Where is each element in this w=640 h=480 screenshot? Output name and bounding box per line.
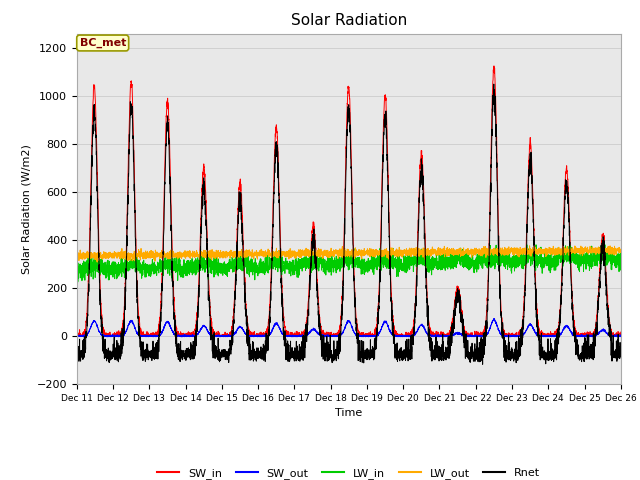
LW_out <box>93 259 101 265</box>
Rnet <box>479 361 486 367</box>
Line: SW_in: SW_in <box>77 66 621 336</box>
SW_out <box>617 332 625 337</box>
SW_in <box>328 332 336 338</box>
SW_in <box>171 308 179 313</box>
SW_out <box>100 334 108 340</box>
LW_in <box>617 267 625 273</box>
LW_in <box>171 259 179 264</box>
Rnet <box>471 349 479 355</box>
SW_in <box>440 332 448 338</box>
SW_out <box>73 333 81 338</box>
SW_in <box>73 333 81 339</box>
LW_out <box>171 254 179 260</box>
Rnet <box>171 318 179 324</box>
Rnet <box>490 81 498 87</box>
SW_in <box>490 63 498 69</box>
SW_out <box>171 331 179 337</box>
Rnet <box>502 357 509 363</box>
SW_out <box>490 315 498 321</box>
LW_in <box>329 264 337 270</box>
SW_out <box>441 334 449 339</box>
LW_out <box>502 247 509 253</box>
Rnet <box>328 353 336 359</box>
LW_in <box>441 262 449 268</box>
SW_in <box>617 329 625 335</box>
Rnet <box>73 351 81 357</box>
LW_in <box>74 280 81 286</box>
Line: Rnet: Rnet <box>77 84 621 364</box>
LW_out <box>73 251 81 257</box>
SW_in <box>616 333 624 339</box>
X-axis label: Time: Time <box>335 408 362 418</box>
SW_in <box>502 333 509 339</box>
SW_out <box>502 334 509 339</box>
Rnet <box>617 349 625 355</box>
Line: SW_out: SW_out <box>77 318 621 337</box>
LW_out <box>616 249 624 254</box>
LW_out <box>329 252 337 258</box>
SW_out <box>471 333 479 338</box>
Rnet <box>440 350 448 356</box>
Line: LW_in: LW_in <box>77 245 621 283</box>
LW_in <box>523 242 531 248</box>
LW_in <box>502 265 509 271</box>
LW_in <box>73 266 81 272</box>
LW_out <box>526 243 534 249</box>
LW_in <box>616 267 624 273</box>
LW_out <box>471 252 479 258</box>
SW_in <box>471 333 479 339</box>
Title: Solar Radiation: Solar Radiation <box>291 13 407 28</box>
LW_out <box>617 249 625 255</box>
Rnet <box>616 347 624 353</box>
Line: LW_out: LW_out <box>77 246 621 262</box>
SW_out <box>329 333 337 339</box>
Legend: SW_in, SW_out, LW_in, LW_out, Rnet: SW_in, SW_out, LW_in, LW_out, Rnet <box>153 464 545 480</box>
SW_out <box>616 334 624 340</box>
LW_in <box>471 257 479 263</box>
LW_out <box>441 254 449 260</box>
Y-axis label: Solar Radiation (W/m2): Solar Radiation (W/m2) <box>21 144 31 274</box>
Text: BC_met: BC_met <box>79 38 126 48</box>
